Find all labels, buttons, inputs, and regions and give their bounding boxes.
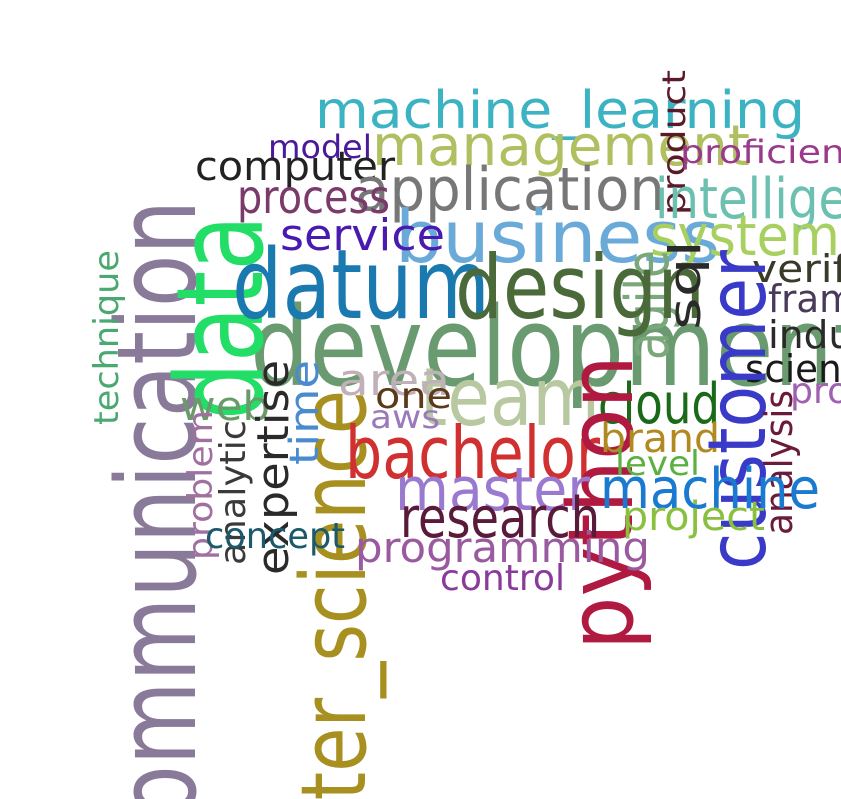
word: python [549,355,654,650]
word: aws [370,398,440,436]
word: concept [205,516,345,557]
word: data [152,215,291,420]
word: analytic [213,420,254,565]
word: communication [93,200,221,799]
word: programming [355,523,650,572]
word: professional [790,371,841,412]
word: expertise [248,360,299,575]
word: application [355,155,665,225]
word: industry [768,313,841,357]
word: research [400,486,600,551]
word: process [237,170,390,224]
word: analysis [757,390,801,535]
word: control [440,558,565,599]
word: web [180,384,270,430]
word: product [655,70,693,215]
word: management [372,114,750,179]
word: business [395,195,720,279]
word: intelligence [655,167,841,232]
word: team [420,351,600,444]
word: level [615,444,700,484]
word: one [375,376,452,417]
word: bachelor [345,411,600,495]
word: computer [195,144,396,190]
word: problem [181,410,221,560]
word: technique [87,250,127,425]
word: master [395,455,590,525]
word: service [280,210,445,261]
word: development [250,283,841,411]
word: sql [660,240,711,330]
word: time [282,360,328,465]
word: design [455,236,705,339]
word: area [338,355,450,406]
word: science [745,347,841,391]
word: datum [232,229,490,341]
word: brand [600,416,720,462]
word: project [622,494,765,540]
word: computer_science [282,390,387,799]
word: system [650,204,840,269]
word: proficient [680,133,841,171]
word: model [268,128,372,166]
word: agile [613,250,683,360]
word: verify [752,247,841,291]
word: machine_learning [315,81,805,141]
word: cloud [598,372,720,437]
word: customer [691,250,784,570]
word: machine [600,457,820,522]
word: framework [768,277,841,321]
